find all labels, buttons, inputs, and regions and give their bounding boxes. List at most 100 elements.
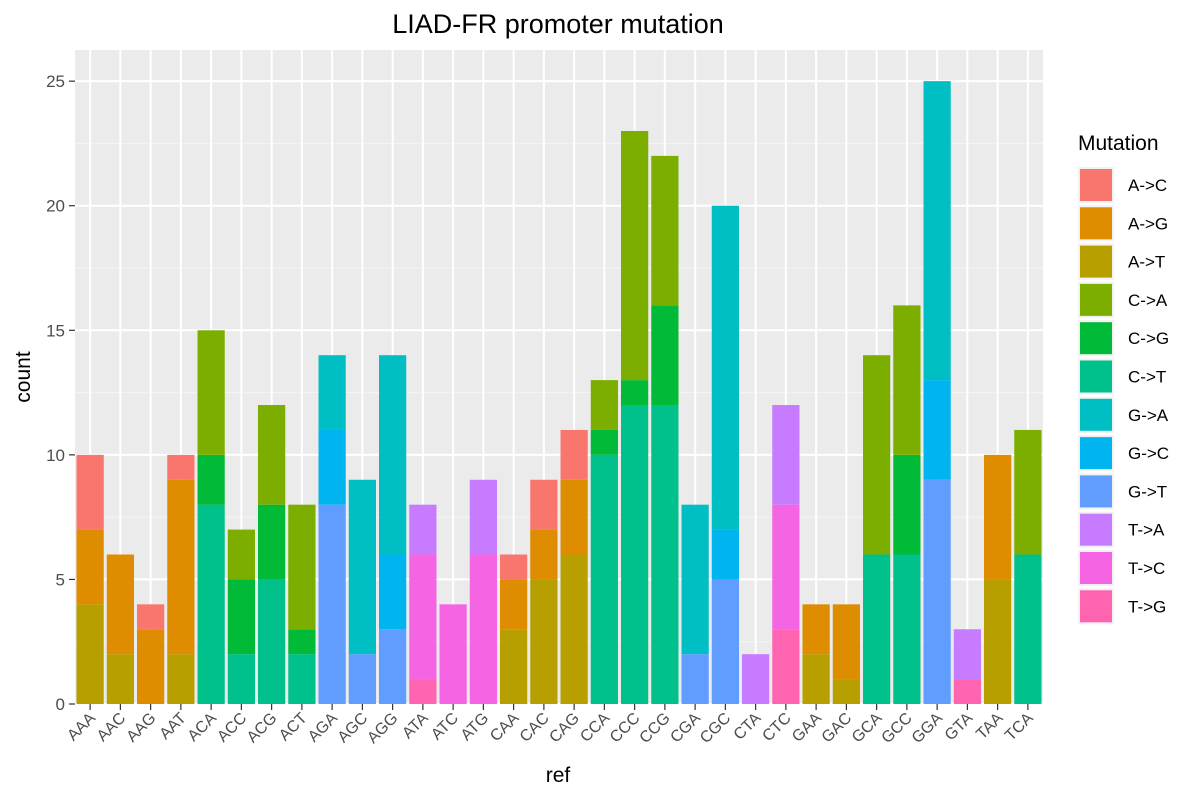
bar-segment-CCG-C-to-A bbox=[651, 155, 679, 306]
bar-segment-GAA-A-to-T bbox=[802, 654, 830, 704]
bar-segment-CAG-A-to-C bbox=[560, 429, 588, 480]
legend-label: G->C bbox=[1128, 444, 1169, 463]
y-tick-label: 5 bbox=[56, 570, 65, 589]
legend-label: C->G bbox=[1128, 329, 1169, 348]
x-tick-label: ACT bbox=[276, 710, 311, 745]
x-tick-label: GAC bbox=[819, 710, 856, 747]
x-tick-label: ACA bbox=[185, 710, 221, 746]
x-tick-label: CTA bbox=[731, 710, 765, 744]
bar-segment-GCA-C-to-T bbox=[863, 554, 891, 704]
bar-segment-AAA-A-to-C bbox=[76, 454, 104, 530]
bar-segment-AAT-A-to-G bbox=[167, 479, 195, 655]
bar-segment-GGA-G-to-C bbox=[923, 380, 951, 480]
bar-segment-AGG-G-to-T bbox=[379, 629, 407, 704]
bar-segment-AGC-G-to-T bbox=[348, 654, 376, 704]
x-tick-label: AAA bbox=[64, 710, 99, 745]
legend-swatch bbox=[1080, 475, 1112, 508]
x-tick-label: AAG bbox=[124, 710, 160, 746]
bar-segment-ACG-C-to-T bbox=[258, 579, 286, 704]
bar-segment-CGC-G-to-C bbox=[711, 529, 739, 580]
y-tick-label: 10 bbox=[46, 446, 65, 465]
legend-label: G->A bbox=[1128, 406, 1169, 425]
bar-segment-ATA-T-to-C bbox=[409, 554, 437, 680]
bar-segment-CTC-T-to-G bbox=[772, 629, 800, 704]
legend-title: Mutation bbox=[1078, 132, 1159, 155]
legend-swatch bbox=[1080, 169, 1112, 201]
x-tick-label: CTC bbox=[759, 710, 794, 745]
bar-segment-ACA-C-to-T bbox=[197, 504, 225, 704]
x-tick-label: GAA bbox=[789, 710, 825, 746]
bar-segment-GGA-G-to-A bbox=[923, 81, 951, 381]
x-tick-label: CGA bbox=[667, 710, 704, 747]
legend-swatch bbox=[1080, 513, 1112, 546]
bar-segment-ACT-C-to-G bbox=[288, 629, 316, 655]
bar-segment-CCA-C-to-T bbox=[590, 454, 618, 704]
bar-segment-AGA-G-to-C bbox=[318, 429, 346, 505]
legend-swatch bbox=[1080, 322, 1112, 355]
bar-segment-ACG-C-to-A bbox=[258, 405, 286, 505]
bar-segment-ATG-T-to-C bbox=[469, 554, 497, 704]
bar-segment-GAC-A-to-G bbox=[832, 604, 860, 680]
legend-label: A->T bbox=[1128, 253, 1165, 272]
x-tick-label: CAG bbox=[546, 710, 583, 747]
x-tick-label: AAT bbox=[157, 710, 190, 743]
x-tick-label: ACG bbox=[244, 710, 281, 747]
x-tick-label: GGA bbox=[909, 710, 946, 747]
bar-segment-ACT-C-to-T bbox=[288, 654, 316, 704]
bar-segment-AAT-A-to-C bbox=[167, 454, 195, 480]
legend-label: C->A bbox=[1128, 291, 1168, 310]
bar-segment-CGA-G-to-A bbox=[681, 504, 709, 655]
y-tick-label: 25 bbox=[46, 72, 65, 91]
x-tick-label: AGA bbox=[305, 710, 341, 746]
y-tick-label: 20 bbox=[46, 197, 65, 216]
y-tick-label: 15 bbox=[46, 321, 65, 340]
x-tick-label: CGC bbox=[697, 710, 734, 747]
legend-swatch bbox=[1080, 207, 1112, 240]
legend-swatch bbox=[1080, 360, 1112, 393]
bar-segment-ACA-C-to-A bbox=[197, 330, 225, 455]
bar-segment-CAA-A-to-G bbox=[500, 579, 528, 630]
bar-segment-ATA-T-to-A bbox=[409, 504, 437, 555]
bar-segment-CCC-C-to-T bbox=[621, 405, 649, 704]
x-tick-label: ATC bbox=[428, 710, 462, 744]
bar-segment-GTA-T-to-G bbox=[953, 679, 981, 704]
legend-label: T->G bbox=[1128, 597, 1166, 616]
x-tick-label: TCA bbox=[1002, 710, 1037, 745]
bar-segment-AGC-G-to-A bbox=[348, 479, 376, 655]
x-tick-label: CAC bbox=[517, 710, 553, 746]
bar-segment-AGA-G-to-T bbox=[318, 504, 346, 704]
x-tick-label: GTA bbox=[942, 710, 977, 745]
bar-segment-CGA-G-to-T bbox=[681, 654, 709, 704]
bar-segment-AAG-A-to-C bbox=[137, 604, 165, 630]
x-tick-label: AGG bbox=[364, 710, 401, 747]
bar-segment-GTA-T-to-A bbox=[953, 629, 981, 680]
bar-segment-GCA-C-to-A bbox=[863, 355, 891, 555]
bar-segment-CGC-G-to-T bbox=[711, 579, 739, 704]
x-tick-label: CCG bbox=[637, 710, 674, 747]
bar-segment-CTC-T-to-A bbox=[772, 405, 800, 505]
bar-segment-ACA-C-to-G bbox=[197, 454, 225, 505]
x-tick-label: ATG bbox=[458, 710, 492, 744]
bar-segment-CAA-A-to-C bbox=[500, 554, 528, 580]
bar-segment-ACC-C-to-A bbox=[227, 529, 255, 580]
bar-segment-GCC-C-to-T bbox=[893, 554, 921, 704]
legend-label: A->G bbox=[1128, 214, 1168, 233]
bar-segment-ACC-C-to-T bbox=[227, 654, 255, 704]
bar-segment-CCA-C-to-A bbox=[590, 380, 618, 430]
bar-segment-AAG-A-to-G bbox=[137, 629, 165, 704]
x-tick-label: ACC bbox=[214, 710, 250, 746]
bar-segment-TCA-C-to-A bbox=[1014, 429, 1042, 555]
legend-swatch bbox=[1080, 590, 1112, 623]
bar-segment-AAC-A-to-T bbox=[106, 654, 134, 704]
x-tick-label: AAC bbox=[94, 710, 129, 745]
x-tick-label: AGC bbox=[335, 710, 372, 747]
bar-segment-CAC-A-to-T bbox=[530, 579, 558, 704]
bar-segment-CAC-A-to-C bbox=[530, 479, 558, 530]
x-axis-title: ref bbox=[546, 764, 571, 787]
bar-segment-AAA-A-to-G bbox=[76, 529, 104, 605]
bar-segment-CCG-C-to-G bbox=[651, 305, 679, 406]
x-tick-label: CCA bbox=[577, 710, 613, 746]
legend-label: T->C bbox=[1128, 559, 1165, 578]
bar-segment-AAA-A-to-T bbox=[76, 604, 104, 704]
